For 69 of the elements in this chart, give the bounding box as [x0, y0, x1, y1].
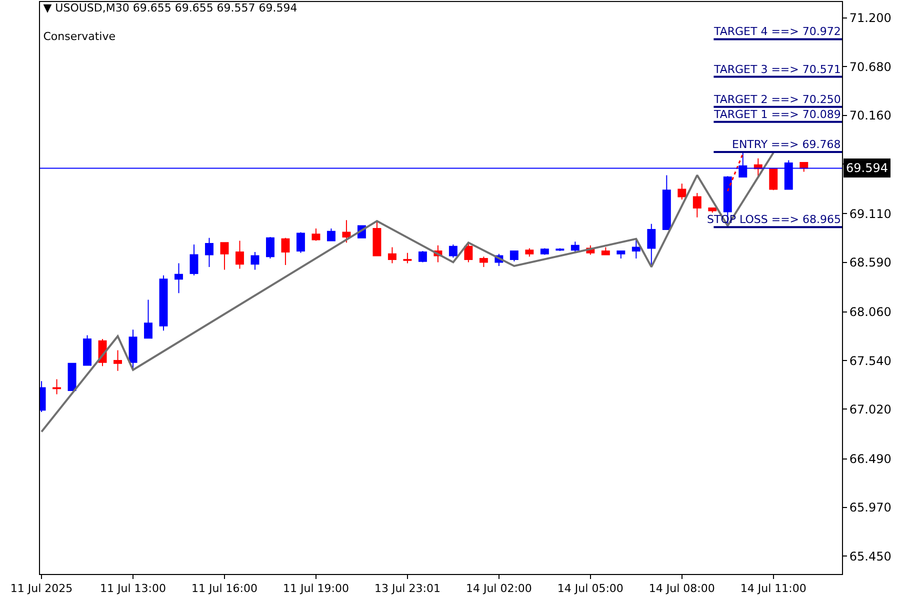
candlestick: [692, 192, 702, 218]
candlestick: [52, 378, 62, 395]
candlestick: [205, 237, 214, 268]
text: Conservative: [43, 30, 116, 43]
ref-line-label: TARGET 4 ==> 70.972: [713, 25, 841, 38]
candlestick: [114, 350, 122, 372]
x-tick-label: 13 Jul 23:01: [374, 582, 440, 596]
ref-line-label: TARGET 1 ==> 70.089: [713, 108, 841, 121]
candlestick: [250, 251, 260, 270]
y-tick-label: 68.060: [849, 305, 892, 320]
candlestick: [296, 232, 305, 254]
candlestick: [479, 256, 488, 268]
candlestick: [708, 207, 717, 214]
candlestick: [281, 237, 290, 266]
y-tick-label: 65.450: [849, 549, 892, 564]
y-tick-label: 67.540: [849, 354, 892, 368]
candlestick: [159, 274, 168, 332]
y-tick-label: 66.490: [849, 452, 892, 466]
candlestick: [144, 299, 152, 339]
candlestick: [769, 168, 778, 191]
x-tick-label: 11 Jul 16:00: [192, 582, 258, 596]
candlestick: [418, 250, 427, 263]
candlestick: [372, 222, 382, 256]
candlestick: [403, 252, 412, 264]
x-tick-label: 14 Jul 02:00: [466, 582, 532, 596]
x-tick-label: 14 Jul 11:00: [740, 582, 806, 596]
candlestick: [570, 241, 580, 252]
candlestick: [616, 250, 626, 260]
y-tick-label: 68.590: [849, 255, 892, 270]
candlestick: [464, 243, 473, 263]
x-tick-label: 11 Jul 19:00: [282, 582, 349, 596]
candlestick: [647, 223, 656, 268]
y-tick-label: 71.200: [849, 11, 892, 26]
candlestick: [220, 242, 229, 270]
ref-line-label: TARGET 3 ==> 70.571: [713, 63, 841, 76]
candlestick: [556, 248, 564, 252]
candlestick: [448, 244, 458, 258]
y-tick-label: 70.680: [849, 60, 892, 74]
candlestick: [266, 236, 274, 260]
candlestick: [601, 246, 610, 256]
candlestick: [342, 220, 351, 244]
ref-line-label: 69.594: [846, 161, 888, 175]
ref-line-label: ENTRY ==> 69.768: [732, 138, 841, 151]
candlestick: [510, 250, 518, 262]
candlestick: [662, 174, 671, 230]
y-tick-label: 65.970: [849, 500, 892, 515]
y-tick-label: 70.160: [849, 108, 892, 122]
candlestick: [174, 262, 183, 294]
line-series: [40, 152, 774, 433]
candlestick: [68, 362, 76, 392]
candlestick: [236, 240, 244, 270]
x-tick-label: 14 Jul 08:00: [648, 582, 715, 596]
candlestick: [388, 246, 396, 264]
candlestick: [540, 248, 549, 256]
candlestick: [632, 238, 640, 260]
candlestick: [312, 228, 320, 242]
x-tick-label: 11 Jul 2025: [10, 582, 73, 596]
candlestick: [190, 244, 198, 276]
x-tick-label: 11 Jul 13:00: [100, 582, 166, 596]
candlestick: [83, 334, 92, 366]
candlestick: [678, 183, 686, 200]
ref-line-label: TARGET 2 ==> 70.250: [713, 93, 841, 106]
y-tick-label: 67.020: [849, 402, 892, 416]
chart-title: ▼ USOUSD,M30 69.655 69.655 69.557 69.594: [43, 2, 298, 15]
x-tick-label: 14 Jul 05:00: [557, 582, 624, 596]
candlestick: [128, 329, 138, 370]
candlestick: [525, 248, 534, 258]
y-tick-label: 69.110: [849, 206, 892, 221]
candlestick: [326, 228, 336, 242]
